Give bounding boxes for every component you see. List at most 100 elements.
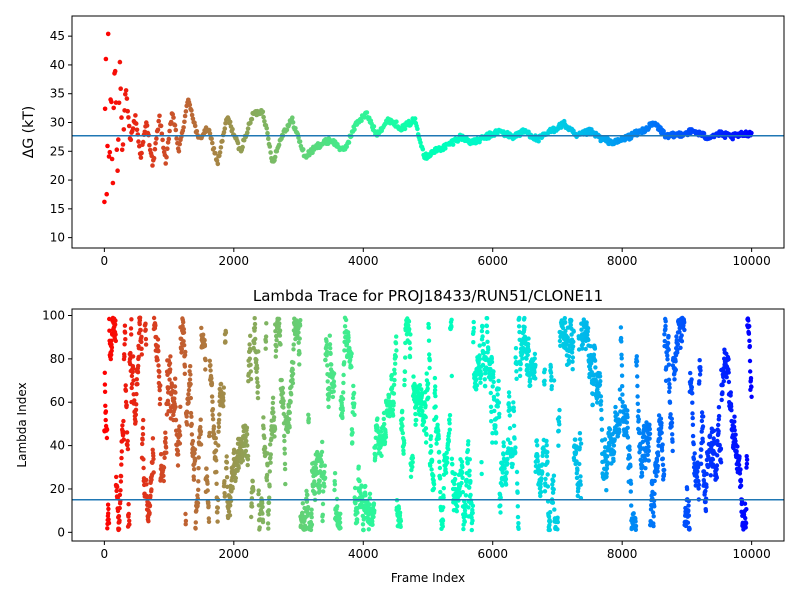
lambda-point — [163, 445, 169, 450]
lambda-point — [431, 486, 437, 491]
lambda-point — [715, 438, 720, 444]
lambda-point — [627, 444, 632, 449]
delta-g-point — [245, 130, 250, 135]
lambda-point — [196, 479, 201, 484]
delta-g-point — [209, 136, 214, 142]
lambda-point — [574, 444, 579, 449]
lambda-point — [652, 478, 657, 484]
lambda-point — [513, 450, 518, 455]
lambda-point — [320, 501, 326, 507]
lambda-point — [309, 515, 314, 520]
lambda-point — [168, 354, 173, 359]
delta-g-point — [147, 142, 152, 148]
lambda-point — [175, 448, 180, 454]
lambda-point — [188, 381, 193, 387]
lambda-point — [105, 526, 110, 531]
lambda-point — [272, 427, 278, 432]
lambda-point — [486, 347, 491, 352]
lambda-point — [698, 365, 703, 370]
lambda-point — [186, 387, 192, 393]
lambda-point — [102, 370, 108, 375]
lambda-point — [140, 441, 145, 447]
delta-g-point — [420, 146, 426, 152]
lambda-point — [635, 374, 640, 379]
lambda-point — [607, 427, 613, 432]
lambda-point — [633, 527, 638, 532]
lambda-point — [103, 403, 108, 408]
lambda-point — [393, 361, 398, 366]
delta-g-point — [104, 191, 109, 197]
lambda-point — [606, 430, 611, 435]
lambda-point — [341, 390, 346, 395]
x-tick-label: 4000 — [348, 547, 379, 561]
lambda-point — [428, 443, 433, 449]
lambda-point — [250, 479, 255, 484]
lambda-point — [188, 372, 193, 377]
delta-g-point — [248, 120, 253, 126]
lambda-point — [628, 481, 634, 486]
lambda-point — [121, 429, 126, 435]
lambda-point — [287, 425, 292, 430]
lambda-point — [264, 472, 270, 478]
lambda-point — [279, 377, 284, 383]
lambda-point — [507, 407, 512, 412]
lambda-point — [106, 511, 111, 516]
lambda-point — [605, 454, 610, 459]
lambda-point — [515, 490, 520, 495]
delta-g-point — [174, 136, 179, 141]
lambda-point — [398, 524, 403, 529]
lambda-point — [563, 320, 568, 325]
lambda-point — [728, 390, 733, 395]
lambda-point — [141, 457, 146, 462]
lambda-point — [211, 424, 217, 429]
lambda-point — [245, 457, 251, 462]
lambda-point — [195, 500, 201, 506]
lambda-point — [479, 372, 484, 377]
lambda-point — [524, 356, 529, 361]
lambda-point — [534, 438, 539, 443]
lambda-point — [423, 415, 428, 420]
lambda-point — [206, 503, 211, 508]
lambda-point — [151, 315, 157, 321]
lambda-point — [598, 394, 604, 399]
lambda-point — [173, 376, 178, 381]
y-tick-label: 40 — [50, 58, 65, 72]
lambda-point — [429, 458, 435, 463]
lambda-point — [652, 491, 657, 496]
x-tick-label: 6000 — [477, 254, 508, 268]
lambda-point — [350, 440, 355, 445]
lambda-point — [743, 515, 748, 521]
lambda-point — [135, 381, 140, 387]
lambda-point — [357, 478, 362, 484]
lambda-point — [202, 338, 207, 343]
lambda-point — [460, 475, 465, 480]
lambda-point — [447, 417, 452, 422]
delta-g-point — [102, 106, 108, 112]
delta-g-point — [105, 31, 111, 37]
lambda-point — [551, 378, 557, 383]
lambda-point — [325, 379, 330, 384]
lambda-point — [602, 437, 608, 442]
lambda-point — [747, 344, 752, 349]
lambda-point — [426, 325, 431, 330]
y-tick-label: 80 — [50, 352, 65, 366]
lambda-point — [669, 420, 675, 425]
lambda-point — [588, 344, 593, 349]
lambda-point — [123, 383, 128, 388]
lambda-point — [210, 412, 215, 418]
lambda-point — [117, 492, 123, 498]
lambda-point — [629, 503, 634, 508]
lambda-point — [548, 364, 553, 370]
lambda-point — [617, 429, 622, 434]
x-tick-label: 10000 — [733, 547, 771, 561]
lambda-point — [341, 372, 346, 378]
lambda-point — [493, 423, 498, 428]
lambda-point — [489, 356, 494, 361]
lambda-point — [163, 430, 168, 435]
lambda-point — [156, 363, 161, 368]
lambda-point — [463, 493, 469, 498]
lambda-point — [116, 526, 122, 532]
lambda-point — [716, 405, 722, 410]
lambda-point — [379, 453, 384, 458]
lambda-point — [501, 452, 506, 457]
